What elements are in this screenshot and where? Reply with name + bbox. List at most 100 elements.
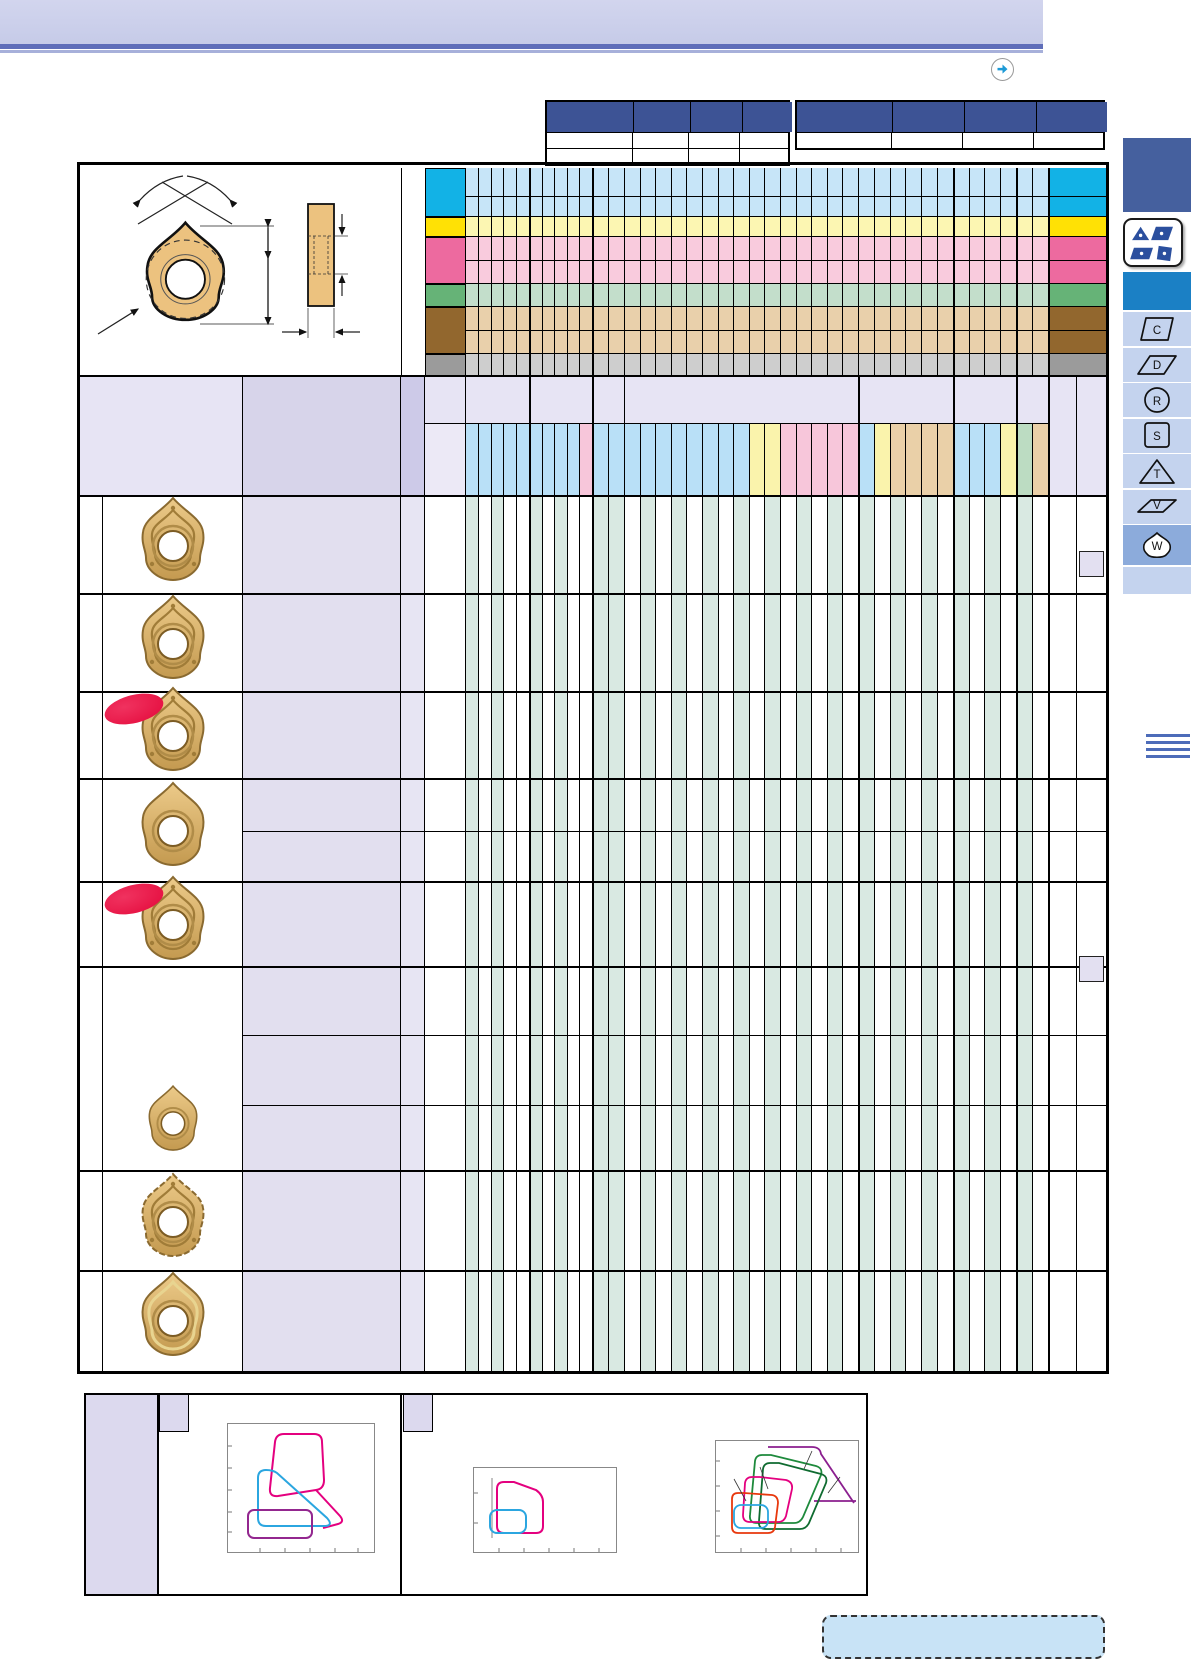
grade-band-yellow-cell bbox=[530, 217, 543, 237]
grade-band-pink-cell bbox=[718, 237, 735, 261]
grade-group-header bbox=[1017, 375, 1049, 424]
grade-band-cyan-cell bbox=[625, 197, 641, 217]
grade-band-green-cell bbox=[491, 284, 505, 307]
grade-column-header bbox=[827, 424, 844, 496]
insert-photo bbox=[104, 495, 242, 592]
grade-band-yellow-cell bbox=[922, 217, 939, 237]
grade-band-brown-cell bbox=[781, 307, 797, 331]
grade-band-brown-cell bbox=[890, 307, 907, 331]
grade-column-header bbox=[593, 424, 609, 496]
body-col-right-2 bbox=[1077, 496, 1106, 1371]
grade-band-gray-cell bbox=[827, 353, 844, 376]
sidebar-item-W[interactable]: W bbox=[1123, 525, 1191, 565]
grade-band-yellow-cell bbox=[625, 217, 641, 237]
menu-lines-icon[interactable] bbox=[1146, 734, 1190, 760]
grade-column-header bbox=[843, 424, 859, 496]
grade-band-brown-cell bbox=[1016, 307, 1033, 331]
width-dimension-arrows bbox=[282, 308, 360, 338]
data-column bbox=[466, 496, 479, 1371]
sidebar-item-D[interactable]: D bbox=[1123, 347, 1191, 382]
grade-band-pink-solid-right bbox=[1049, 237, 1106, 261]
forward-arrow-icon[interactable] bbox=[991, 58, 1014, 81]
section-tab-2 bbox=[403, 1395, 433, 1432]
grade-band-cyan-cell bbox=[567, 167, 581, 197]
grade-band-cyan-cell bbox=[749, 167, 766, 197]
sidebar-item-T[interactable]: T bbox=[1123, 454, 1191, 488]
grade-column-header bbox=[812, 424, 828, 496]
grade-band-yellow-cell bbox=[609, 217, 625, 237]
grade-band-brown-cell bbox=[1016, 330, 1033, 354]
grade-column-header bbox=[491, 424, 505, 496]
mini-table-cell bbox=[632, 149, 689, 164]
band-left-rule bbox=[401, 167, 403, 376]
grade-column-header bbox=[1001, 424, 1017, 496]
grade-band-gray-cell bbox=[1032, 353, 1049, 376]
header-bottom-rule bbox=[80, 494, 1106, 497]
grade-band-pink-cell bbox=[718, 260, 735, 284]
thickness-dimension-arrows bbox=[334, 214, 348, 296]
grade-band-gray-cell bbox=[985, 353, 1002, 376]
grade-band-brown-cell bbox=[812, 330, 828, 354]
grade-band-brown-cell bbox=[530, 307, 543, 331]
profile-magenta bbox=[268, 1433, 344, 1529]
grade-band-pink-cell bbox=[874, 260, 891, 284]
grade-band-cyan-cell bbox=[843, 197, 859, 217]
grade-band-brown-cell bbox=[504, 330, 518, 354]
sidebar-item-C[interactable]: C bbox=[1123, 312, 1191, 346]
grade-band-gray-cell bbox=[1001, 353, 1017, 376]
grade-band-yellow-cell bbox=[938, 217, 954, 237]
data-column bbox=[530, 496, 543, 1371]
mini-table-header-cell bbox=[1037, 102, 1107, 132]
grade-band-brown-cell bbox=[953, 307, 970, 331]
grade-band-yellow-cell bbox=[593, 217, 609, 237]
grade-band-cyan-cell bbox=[969, 197, 986, 217]
grade-band-cyan-cell bbox=[466, 197, 479, 217]
row-divider bbox=[80, 691, 1106, 693]
grade-column-header bbox=[765, 424, 781, 496]
mini-table-cell bbox=[632, 133, 689, 148]
sidebar-item-R[interactable]: R bbox=[1123, 383, 1191, 417]
grade-column-header bbox=[466, 424, 479, 496]
profile-green-2 bbox=[757, 1462, 828, 1530]
grade-band-brown-cell bbox=[812, 307, 828, 331]
banner-rule-dark bbox=[0, 44, 1043, 49]
sidebar-item-V[interactable]: V bbox=[1123, 489, 1191, 524]
sub-row-divider bbox=[243, 831, 1106, 833]
arrow-glyph bbox=[997, 64, 1008, 74]
grade-band-cyan-cell bbox=[734, 197, 750, 217]
grade-band-gray-cell bbox=[640, 353, 657, 376]
grade-band-gray-cell bbox=[1016, 353, 1033, 376]
header-cell-right-2 bbox=[1077, 375, 1106, 496]
banner-rule-light bbox=[0, 50, 1043, 53]
grade-group-header bbox=[466, 375, 530, 424]
grade-band-cyan-cell bbox=[734, 167, 750, 197]
band-group-separator bbox=[592, 167, 595, 376]
grade-column-header bbox=[938, 424, 954, 496]
row-divider bbox=[80, 593, 1106, 595]
grade-band-yellow-cell bbox=[656, 217, 672, 237]
grade-band-brown-cell bbox=[640, 307, 657, 331]
square-icon: S bbox=[1144, 422, 1170, 448]
sidebar-item-S[interactable]: S bbox=[1123, 418, 1191, 453]
grade-band-brown-cell bbox=[466, 307, 479, 331]
grade-band-cyan-cell bbox=[953, 197, 970, 217]
grade-band-gray-cell bbox=[843, 353, 859, 376]
grade-band-pink-cell bbox=[625, 260, 641, 284]
svg-text:S: S bbox=[1153, 431, 1161, 443]
grade-band-pink-cell bbox=[827, 260, 844, 284]
grade-band-gray-cell bbox=[567, 353, 581, 376]
grade-band-yellow-cell bbox=[1032, 217, 1049, 237]
grade-band-pink-cell bbox=[555, 260, 568, 284]
grade-band-brown-cell bbox=[781, 330, 797, 354]
grade-band-cyan-cell bbox=[781, 167, 797, 197]
data-column bbox=[656, 496, 672, 1371]
grade-column-header bbox=[969, 424, 986, 496]
grade-band-brown-cell bbox=[703, 307, 719, 331]
grade-band-gray-cell bbox=[812, 353, 828, 376]
insert-shapes-icon[interactable] bbox=[1123, 218, 1183, 267]
grade-band-brown-cell bbox=[890, 330, 907, 354]
body-group-separator bbox=[592, 375, 595, 1371]
height-dimension-arrow bbox=[200, 218, 274, 326]
grade-band-pink-cell bbox=[687, 260, 703, 284]
